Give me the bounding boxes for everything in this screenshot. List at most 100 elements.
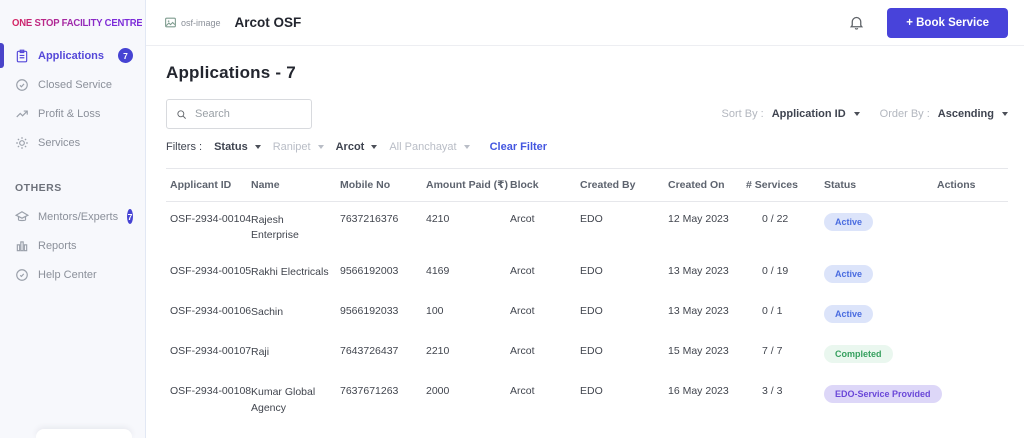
cell-created-on: 16 May 2023 <box>668 385 729 398</box>
col-created-on: Created On <box>664 168 742 202</box>
applications-table: Applicant ID Name Mobile No Amount Paid … <box>166 168 1008 438</box>
cell-actions <box>933 334 1008 374</box>
cell-created-on: 12 May 2023 <box>668 213 729 225</box>
sidebar-item-label: Profit & Loss <box>38 107 101 120</box>
cell-created-on: 13 May 2023 <box>668 305 729 318</box>
cell-amount: - <box>422 427 506 438</box>
mentors-count-badge: 7 <box>127 209 133 224</box>
applications-count-badge: 7 <box>118 48 133 63</box>
status-badge: Active <box>824 265 874 284</box>
col-block: Block <box>506 168 576 202</box>
app-logo: ONE STOP FACILITY CENTRE <box>0 0 145 41</box>
sort-by-dropdown[interactable]: Application ID <box>771 108 846 120</box>
cell-created-by: EDO <box>580 265 603 278</box>
cell-amount: 4210 <box>426 213 450 225</box>
cell-amount: 4169 <box>426 265 450 278</box>
cell-actions <box>933 254 1008 294</box>
mentors-icon <box>15 210 29 221</box>
sidebar-item-reports[interactable]: Reports <box>0 231 145 260</box>
search-box[interactable] <box>166 99 312 129</box>
cell-mobile: 9566192033 <box>340 305 399 318</box>
cell-mobile: 7364732647 <box>336 427 422 438</box>
cell-block: Arcot <box>510 213 535 225</box>
search-input[interactable] <box>195 108 302 120</box>
filter-district-dropdown[interactable]: Ranipet <box>273 141 324 153</box>
sidebar-item-label: Applications <box>38 49 105 62</box>
book-service-button[interactable]: + Book Service <box>887 7 1008 38</box>
order-by-dropdown[interactable]: Ascending <box>937 108 994 120</box>
cell-mobile: 7637671263 <box>340 385 399 398</box>
sidebar-item-label: Reports <box>38 239 77 252</box>
main-panel: osf-image Arcot OSF + Book Service Appli… <box>146 0 1024 438</box>
table-row[interactable]: OSF-2934-00104 Rajesh Enterprise 7637216… <box>166 202 1008 255</box>
sidebar-section-others: OTHERS <box>15 182 62 194</box>
cell-applicant-id: OSF-2934-00105 <box>170 265 252 278</box>
table-row[interactable]: - - 7364732647 - - EDO 16 May 2023 0 / 0… <box>166 427 1008 438</box>
sidebar-item-profit-loss[interactable]: Profit & Loss <box>0 99 145 128</box>
sidebar-item-label: Services <box>38 136 81 149</box>
sidebar-item-closed-service[interactable]: Closed Service <box>0 70 145 99</box>
sidebar-item-label: Help Center <box>38 268 97 281</box>
cell-applicant-id: - <box>166 427 247 438</box>
cell-created-by: EDO <box>580 345 603 358</box>
cell-name: Raji <box>251 346 270 359</box>
col-actions: Actions <box>933 168 1008 202</box>
app-logo-text: ONE STOP FACILITY CENTRE <box>12 18 143 29</box>
filter-status-dropdown[interactable]: Status <box>214 141 261 153</box>
clipboard-icon <box>16 49 28 62</box>
sidebar-nav-others: Mentors/Experts 7 Reports Help Center <box>0 202 145 289</box>
sidebar-item-applications[interactable]: Applications 7 <box>0 41 145 70</box>
cell-actions <box>933 202 1008 255</box>
cell-created-by: EDO <box>580 213 603 225</box>
notifications-button[interactable] <box>848 14 865 31</box>
caret-down-icon <box>254 145 261 149</box>
sort-controls: Sort By : Application ID Order By : Asce… <box>721 108 1008 120</box>
sidebar-item-label: Mentors/Experts <box>38 210 119 223</box>
filter-panchayat-dropdown[interactable]: All Panchayat <box>389 141 470 153</box>
caret-down-icon <box>1002 112 1008 116</box>
cell-amount: 100 <box>426 305 444 318</box>
gear-icon <box>16 136 28 149</box>
cell-services: 0 / 1 <box>762 305 783 318</box>
table-row[interactable]: OSF-2934-00108 Kumar Global Agency 76376… <box>166 374 1008 426</box>
sidebar-nav: Applications 7 Closed Service Profit & L… <box>0 41 145 157</box>
table-row[interactable]: OSF-2934-00106 Sachin 9566192033 100 Arc… <box>166 294 1008 334</box>
cell-created-by: EDO <box>580 305 603 318</box>
profit-loss-icon <box>16 110 28 117</box>
cell-mobile: 7643726437 <box>340 345 399 358</box>
page-title-label: Applications - <box>166 63 282 82</box>
osf-brand: osf-image Arcot OSF <box>164 15 301 30</box>
cell-created-on: 13 May 2023 <box>668 265 729 278</box>
cell-created-on: 16 May 2023 <box>664 427 742 438</box>
cell-mobile: 9566192003 <box>340 265 399 278</box>
sidebar-item-mentors-experts[interactable]: Mentors/Experts 7 <box>0 202 145 231</box>
cell-services: 0 / 22 <box>762 213 789 225</box>
help-center-icon <box>16 268 28 281</box>
col-created-by: Created By <box>576 168 664 202</box>
filters-row: Filters : Status Ranipet Arcot All Panch… <box>166 141 1008 153</box>
cell-block: Arcot <box>510 345 535 358</box>
filter-block-dropdown[interactable]: Arcot <box>336 141 378 153</box>
cell-services: 7 / 7 <box>762 345 783 358</box>
sidebar: ONE STOP FACILITY CENTRE Applications 7 … <box>0 0 146 438</box>
caret-down-icon <box>371 145 378 149</box>
status-badge: Active <box>824 213 874 231</box>
col-name: Name <box>247 168 336 202</box>
bar-chart-icon <box>16 240 28 251</box>
cell-name: Sachin <box>251 306 284 319</box>
col-status: Status <box>820 168 933 202</box>
cell-actions <box>933 294 1008 334</box>
caret-down-icon <box>853 112 860 116</box>
table-row[interactable]: OSF-2934-00107 Raji 7643726437 2210 Arco… <box>166 334 1008 374</box>
sidebar-item-services[interactable]: Services <box>0 128 145 157</box>
check-circle-icon <box>16 78 28 91</box>
table-row[interactable]: OSF-2934-00105 Rakhi Electricals 9566192… <box>166 254 1008 294</box>
cell-name: Rakhi Electricals <box>251 266 329 279</box>
cell-services: 3 / 3 <box>762 385 783 398</box>
page-title: Applications -7 <box>166 63 1008 83</box>
sort-by-label: Sort By : <box>721 108 764 120</box>
cell-applicant-id: OSF-2934-00104 <box>170 213 252 225</box>
clear-filter-link[interactable]: Clear Filter <box>489 141 548 153</box>
sidebar-item-help-center[interactable]: Help Center <box>0 260 145 289</box>
